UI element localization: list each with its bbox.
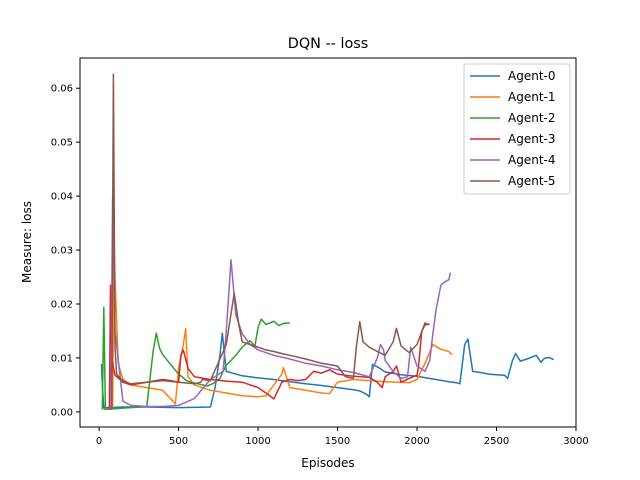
y-tick-label: 0.06 — [51, 84, 73, 95]
x-axis-label: Episodes — [301, 456, 354, 470]
series-line-agent-0 — [100, 332, 555, 409]
x-tick-label: 0 — [96, 436, 102, 447]
y-tick-label: 0.01 — [51, 353, 73, 364]
series-line-agent-2 — [101, 306, 290, 410]
legend: Agent-0 Agent-1 Agent-2 Agent-3 Agent-4 Agent… — [463, 63, 571, 195]
legend-item-agent-4: Agent-4 — [470, 153, 555, 167]
legend-item-agent-2: Agent-2 — [470, 111, 555, 125]
legend-label: Agent-0 — [508, 69, 555, 83]
legend-label: Agent-4 — [508, 153, 555, 167]
x-tick-label: 2500 — [484, 436, 509, 447]
x-tick-label: 1500 — [325, 436, 350, 447]
series-line-agent-5 — [108, 73, 429, 410]
legend-item-agent-0: Agent-0 — [470, 69, 555, 83]
x-tick-label: 2000 — [404, 436, 429, 447]
plot-frame — [79, 57, 577, 428]
x-axis: 0 500 1000 1500 2000 2500 3000 — [96, 427, 589, 447]
y-tick-label: 0.04 — [51, 192, 73, 203]
legend-label: Agent-5 — [508, 174, 555, 188]
chart-title: DQN -- loss — [288, 36, 369, 52]
y-tick-label: 0.00 — [51, 407, 73, 418]
x-tick-label: 500 — [169, 436, 188, 447]
legend-label: Agent-2 — [508, 111, 555, 125]
y-tick-label: 0.03 — [51, 246, 73, 257]
y-axis: 0.00 0.01 0.02 0.03 0.04 0.05 0.06 — [51, 84, 80, 418]
legend-label: Agent-1 — [508, 90, 555, 104]
legend-item-agent-1: Agent-1 — [470, 90, 555, 104]
y-tick-label: 0.05 — [51, 138, 73, 149]
legend-item-agent-5: Agent-5 — [470, 174, 555, 188]
x-tick-label: 3000 — [563, 436, 588, 447]
legend-item-agent-3: Agent-3 — [470, 132, 555, 146]
legend-label: Agent-3 — [508, 132, 555, 146]
x-tick-label: 1000 — [245, 436, 270, 447]
series-line-agent-4 — [107, 196, 452, 410]
y-axis-label: Measure: loss — [20, 201, 34, 283]
y-tick-label: 0.02 — [51, 300, 73, 311]
series-layer — [100, 73, 555, 410]
